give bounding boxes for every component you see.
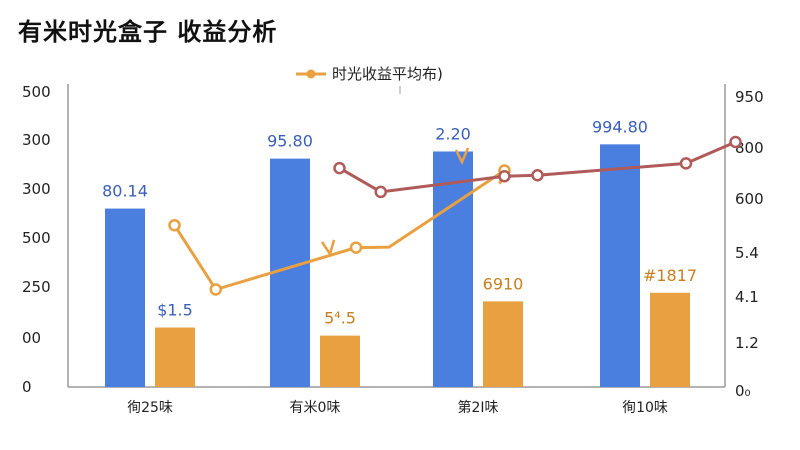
y-left-tick-label: 250 — [22, 278, 51, 296]
y-left-tick-label: 00 — [22, 329, 41, 347]
bar-blue — [105, 208, 145, 387]
bar-orange-data-label: $1.5 — [157, 301, 193, 320]
legend-marker — [306, 69, 316, 79]
line-series-point — [349, 241, 363, 254]
line-series-path — [338, 140, 737, 194]
bar-blue — [600, 144, 640, 387]
line-arrow-mark — [320, 239, 336, 257]
bar-blue-data-label: 2.20 — [435, 124, 471, 143]
y-left-tick-label: 500 — [22, 229, 51, 247]
bar-orange-data-label: #1817 — [643, 266, 697, 285]
x-tick-label: 徇10味 — [622, 400, 668, 416]
bar-blue-data-label: 994.80 — [592, 117, 648, 136]
y-right-tick-label: 800 — [735, 139, 764, 157]
line-arrow-mark — [454, 147, 470, 165]
bar-orange — [650, 292, 690, 387]
line-series-point — [679, 157, 693, 170]
x-tick-label: 第2I味 — [457, 399, 498, 416]
bar-orange-data-label: 5⁴.5 — [324, 309, 356, 328]
line-series-point — [729, 135, 742, 149]
y-right-tick-label: 600 — [735, 190, 764, 208]
y-right-tick-label: 5.4 — [735, 244, 759, 262]
x-tick-label: 有米0味 — [290, 400, 341, 416]
line-series-point — [498, 169, 511, 183]
bar-orange — [483, 301, 523, 387]
line-series-point — [168, 218, 181, 232]
y-left-tick-label: 500 — [22, 83, 51, 101]
bar-orange — [155, 327, 195, 387]
bar-orange — [320, 335, 360, 387]
y-right-tick-label: 0₀ — [735, 382, 751, 400]
legend-label: 时光收益平均布) — [332, 65, 443, 83]
line-series-point — [209, 283, 222, 296]
y-right-tick-label: 950 — [735, 88, 764, 106]
x-tick-label: 徇25味 — [127, 400, 173, 416]
chart-title: 有米时光盒子 收益分析 — [18, 18, 278, 46]
y-left-tick-label: 0 — [22, 378, 32, 396]
bar-orange-data-label: 6910 — [483, 274, 524, 293]
bar-blue-data-label: 80.14 — [102, 182, 148, 201]
bar-blue-data-label: 95.80 — [267, 132, 313, 151]
line-series-point — [531, 169, 544, 182]
line-series-point — [333, 161, 346, 175]
bar-blue — [433, 151, 473, 387]
y-left-tick-label: 300 — [22, 131, 51, 149]
line-series-point — [374, 185, 387, 199]
y-right-tick-label: 1.2 — [735, 334, 759, 352]
y-left-tick-label: 300 — [22, 180, 51, 198]
y-right-tick-label: 4.1 — [735, 288, 759, 306]
